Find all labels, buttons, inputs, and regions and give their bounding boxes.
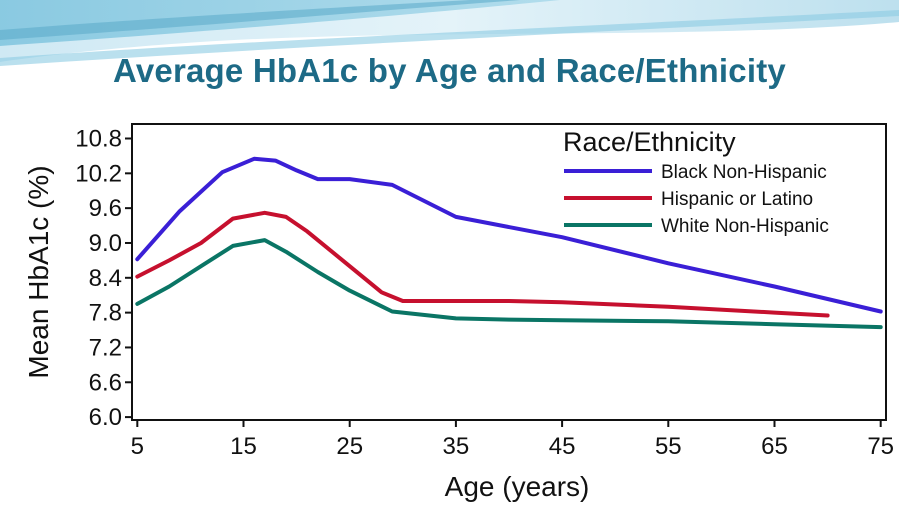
- plot-frame: [131, 123, 887, 421]
- slide-title: Average HbA1c by Age and Race/Ethnicity: [113, 52, 786, 89]
- x-axis-label: Age (years): [445, 471, 590, 502]
- series-line: [135, 210, 830, 318]
- banner-wave-streak: [0, 10, 899, 66]
- x-tick-label: 75: [867, 433, 894, 460]
- y-tick-label: 10.8: [75, 126, 122, 153]
- x-tick-label: 55: [655, 433, 682, 460]
- legend: Race/Ethnicity Black Non-Hispanic Hispanic…: [563, 127, 829, 237]
- y-tick-label: 7.8: [89, 300, 122, 327]
- y-tick-label: 10.2: [75, 160, 122, 187]
- series-layer: [135, 156, 883, 330]
- legend-title: Race/Ethnicity: [563, 127, 736, 157]
- banner-wave-dark: [0, 0, 520, 40]
- y-tick-label: 9.6: [89, 195, 122, 222]
- series-line: [135, 156, 883, 314]
- legend-entry-label: White Non-Hispanic: [661, 216, 829, 237]
- series-line: [135, 238, 883, 330]
- y-tick-label: 7.2: [89, 334, 122, 361]
- y-tick-label: 6.6: [89, 369, 122, 396]
- axes-layer: 6.0 6.6 7.2 7.8 8.4 9.0 9.6 10.2 10.8 5 15 25 35 45 55…: [23, 123, 894, 502]
- y-axis-label: Mean HbA1c (%): [23, 165, 54, 378]
- legend-entry-label: Hispanic or Latino: [661, 189, 813, 210]
- banner-wave-mid: [0, 0, 560, 46]
- x-tick-label: 45: [549, 433, 576, 460]
- x-tick-label: 5: [131, 433, 144, 460]
- x-tick-label: 25: [336, 433, 363, 460]
- x-tick-label: 15: [230, 433, 257, 460]
- legend-entry-label: Black Non-Hispanic: [661, 162, 827, 183]
- y-tick-label: 9.0: [89, 230, 122, 257]
- decorative-banner: [0, 0, 899, 80]
- x-tick-label: 35: [443, 433, 470, 460]
- x-tick-label: 65: [761, 433, 788, 460]
- y-tick-label: 8.4: [89, 265, 122, 292]
- y-tick-label: 6.0: [89, 404, 122, 431]
